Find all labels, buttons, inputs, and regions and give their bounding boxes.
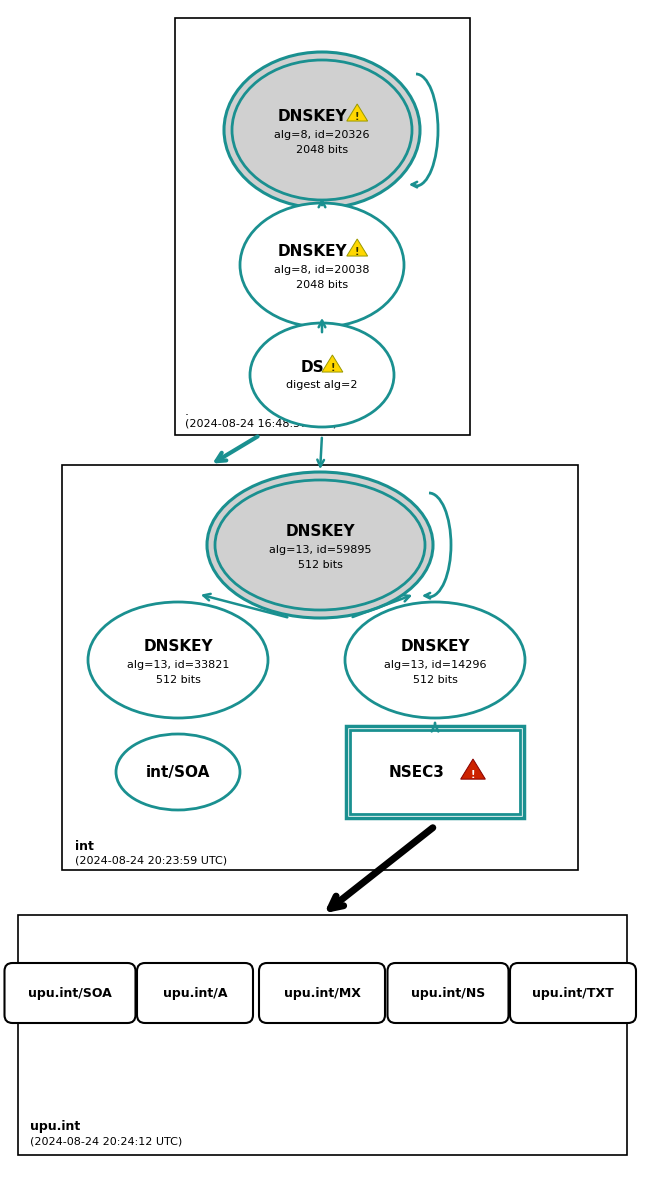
FancyBboxPatch shape (5, 963, 135, 1023)
Text: upu.int/NS: upu.int/NS (411, 987, 485, 1000)
Ellipse shape (240, 203, 404, 327)
Text: !: ! (355, 247, 359, 257)
FancyBboxPatch shape (346, 726, 524, 817)
Text: (2024-08-24 20:24:12 UTC): (2024-08-24 20:24:12 UTC) (30, 1137, 183, 1148)
Ellipse shape (224, 52, 420, 208)
Ellipse shape (345, 602, 525, 718)
Text: alg=13, id=59895: alg=13, id=59895 (269, 545, 372, 555)
Text: 512 bits: 512 bits (413, 675, 457, 685)
Text: .: . (185, 405, 189, 418)
Text: !: ! (330, 363, 335, 373)
Text: alg=13, id=14296: alg=13, id=14296 (384, 660, 486, 670)
Text: upu.int: upu.int (30, 1120, 80, 1133)
Ellipse shape (88, 602, 268, 718)
Text: upu.int/SOA: upu.int/SOA (28, 987, 112, 1000)
FancyBboxPatch shape (62, 465, 578, 870)
Text: upu.int/A: upu.int/A (163, 987, 227, 1000)
Text: int: int (75, 840, 94, 853)
Text: alg=8, id=20038: alg=8, id=20038 (274, 265, 370, 274)
Text: (2024-08-24 20:23:59 UTC): (2024-08-24 20:23:59 UTC) (75, 855, 227, 865)
Text: upu.int/TXT: upu.int/TXT (532, 987, 614, 1000)
Text: DS: DS (300, 360, 324, 375)
Text: alg=8, id=20326: alg=8, id=20326 (274, 130, 370, 140)
Ellipse shape (232, 60, 412, 200)
Text: DNSKEY: DNSKEY (277, 109, 347, 123)
FancyBboxPatch shape (388, 963, 508, 1023)
Ellipse shape (215, 480, 425, 610)
Text: DNSKEY: DNSKEY (143, 639, 213, 653)
Text: 2048 bits: 2048 bits (296, 280, 348, 290)
Text: !: ! (355, 112, 359, 122)
FancyBboxPatch shape (350, 730, 520, 814)
Polygon shape (322, 355, 343, 371)
Text: 512 bits: 512 bits (155, 675, 201, 685)
Polygon shape (461, 759, 485, 780)
Text: NSEC3: NSEC3 (389, 764, 445, 780)
Text: 512 bits: 512 bits (297, 560, 342, 570)
FancyBboxPatch shape (18, 914, 627, 1155)
Text: !: ! (471, 770, 475, 780)
Polygon shape (347, 239, 368, 256)
FancyBboxPatch shape (259, 963, 385, 1023)
Text: alg=13, id=33821: alg=13, id=33821 (127, 660, 229, 670)
FancyBboxPatch shape (175, 18, 470, 435)
Text: DNSKEY: DNSKEY (277, 244, 347, 259)
Polygon shape (347, 104, 368, 121)
FancyBboxPatch shape (137, 963, 253, 1023)
Ellipse shape (116, 733, 240, 810)
Text: int/SOA: int/SOA (146, 764, 210, 780)
Ellipse shape (207, 472, 433, 618)
Text: 2048 bits: 2048 bits (296, 146, 348, 155)
Text: upu.int/MX: upu.int/MX (284, 987, 361, 1000)
FancyBboxPatch shape (510, 963, 636, 1023)
Text: (2024-08-24 16:48:57 UTC): (2024-08-24 16:48:57 UTC) (185, 418, 337, 428)
Text: DNSKEY: DNSKEY (400, 639, 470, 653)
Ellipse shape (250, 323, 394, 427)
Text: DNSKEY: DNSKEY (285, 524, 355, 538)
Text: digest alg=2: digest alg=2 (286, 380, 358, 390)
